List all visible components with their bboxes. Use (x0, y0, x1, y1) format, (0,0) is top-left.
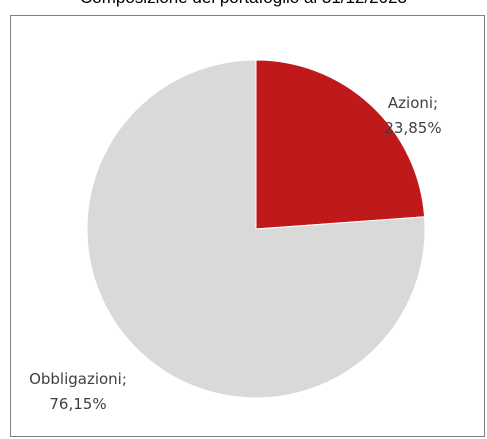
data-label-azioni-name: Azioni; (388, 94, 438, 112)
pie-slice-azioni (255, 59, 426, 230)
chart-title: Composizione del portafoglio al 31/12/20… (0, 0, 487, 8)
pie-slice-obbligazioni (86, 59, 426, 399)
data-label-azioni-value: 23,85% (384, 119, 441, 137)
data-label-obbligazioni-value: 76,15% (49, 395, 106, 413)
data-label-obbligazioni-name: Obbligazioni; (29, 370, 127, 388)
